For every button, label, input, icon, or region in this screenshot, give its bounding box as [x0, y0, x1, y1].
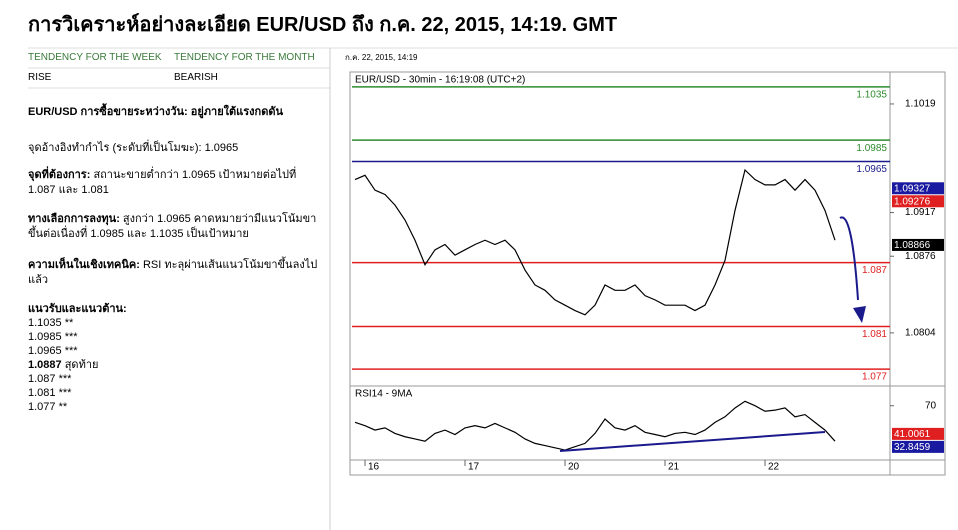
x-tick-label: 17 [468, 462, 480, 473]
tendency-value: RISE [28, 72, 52, 83]
plot: 1.1019 1.0917 1.0876 1.0804 1.1035 1.0985 1.09… [352, 86, 944, 473]
price-box [892, 195, 944, 208]
level-label: 1.1035 [856, 90, 887, 101]
price-box [892, 440, 944, 453]
level-text: 1.081 [28, 387, 56, 399]
level-label: 1.077 [862, 372, 887, 383]
level-text: *** [58, 373, 72, 385]
price-box-label: 1.09327 [894, 183, 931, 194]
column-header: TENDENCY FOR THE WEEK [28, 52, 162, 63]
level-text: สุดท้าย [64, 359, 99, 371]
price-box [892, 182, 944, 195]
price-line [354, 400, 836, 451]
level-label: 1.0965 [856, 164, 887, 175]
level-text: *** [64, 345, 78, 357]
rsi-title: RSI14 - 9MA [355, 389, 413, 400]
level-text: 1.0985 [28, 331, 62, 343]
level-item: 1.081 *** [28, 386, 318, 400]
pivot: จุดอ้างอิงทำกำไร (ระดับที่เป็นโมฆะ): 1.0… [28, 142, 239, 154]
tendency-value: BEARISH [174, 72, 218, 83]
level-text: *** [58, 387, 72, 399]
y-tick-label: 1.1019 [905, 99, 936, 110]
y-tick-label: 1.0876 [905, 251, 936, 262]
level-text: 1.077 [28, 401, 56, 413]
level-text: *** [64, 331, 78, 343]
level-item: 1.0965 *** [28, 344, 318, 358]
level-item: 1.1035 ** [28, 316, 318, 330]
price-box-label: 41.0061 [894, 429, 931, 440]
price-box [892, 238, 944, 251]
section-text: สถานะขายต่ำกว่า 1.0965 เป้าหมายต่อไปที่ … [28, 169, 297, 196]
x-tick-label: 21 [668, 462, 680, 473]
section: จุดที่ต้องการ: สถานะขายต่ำกว่า 1.0965 เป… [28, 168, 318, 198]
section-label: ทางเลือกการลงทุน: [28, 213, 120, 225]
column-header: TENDENCY FOR THE MONTH [174, 52, 315, 63]
level-text: ** [64, 317, 74, 329]
level-text: 1.087 [28, 373, 56, 385]
chart-frame [349, 71, 946, 476]
section-text: สูงกว่า 1.0965 คาดหมายว่ามีแนวโน้มขาขึ้น… [28, 213, 317, 240]
price-box-label: 1.08866 [894, 240, 931, 251]
section-text: RSI ทะลุผ่านเส้นแนวโน้มขาขึ้นลงไปแล้ว [28, 259, 318, 286]
level-item: 1.077 ** [28, 400, 318, 414]
price-box [892, 427, 944, 440]
level-text: 1.0965 [28, 345, 62, 357]
chart-title: EUR/USD - 30min - 16:19:08 (UTC+2) [355, 75, 525, 86]
section-label: ความเห็นในเชิงเทคนิค: [28, 259, 140, 271]
date: ก.ค. 22, 2015, 14:19 [345, 53, 418, 62]
price-box-label: 32.8459 [894, 442, 931, 453]
price-line [354, 168, 836, 316]
headline: EUR/USD การซื้อขายระหว่างวัน: อยู่ภายใต้… [28, 106, 284, 118]
level-text: 1.0887 [28, 359, 62, 371]
level-item: 1.0887 สุดท้าย [28, 358, 318, 372]
level-text: 1.1035 [28, 317, 62, 329]
levels-title: แนวรับและแนวต้าน: [28, 303, 127, 315]
price-box-label: 1.09276 [894, 196, 931, 207]
levels-list: 1.1035 ** 1.0985 *** 1.0965 *** 1.0887 สุดท… [28, 316, 318, 414]
section-label: จุดที่ต้องการ: [28, 169, 91, 181]
level-item: 1.0985 *** [28, 330, 318, 344]
level-label: 1.0985 [856, 143, 887, 154]
trend-line [559, 431, 826, 452]
level-label: 1.081 [862, 329, 887, 340]
level-text: ** [58, 401, 68, 413]
y-tick-label: 1.0804 [905, 328, 936, 339]
x-tick-label: 22 [768, 462, 780, 473]
y-tick-label: 70 [925, 400, 937, 411]
level-item: 1.087 *** [28, 372, 318, 386]
x-tick-label: 20 [568, 462, 580, 473]
forecast-arrow [839, 216, 859, 301]
y-tick-label: 1.0917 [905, 207, 936, 218]
page-title: การวิเคราะห์อย่างละเอียด EUR/USD ถึง ก.ค… [28, 14, 618, 36]
section: ความเห็นในเชิงเทคนิค: RSI ทะลุผ่านเส้นแน… [28, 258, 318, 288]
level-label: 1.087 [862, 265, 887, 276]
section: ทางเลือกการลงทุน: สูงกว่า 1.0965 คาดหมาย… [28, 212, 318, 242]
arrow-head [853, 306, 866, 323]
x-tick-label: 16 [368, 462, 380, 473]
